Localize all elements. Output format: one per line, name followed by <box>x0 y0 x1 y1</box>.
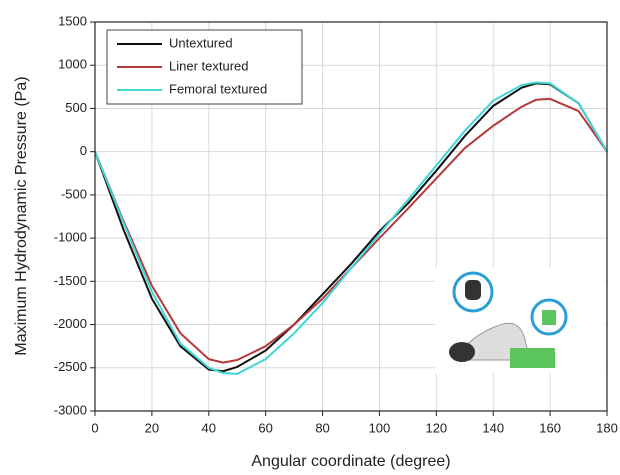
inset-illustration <box>435 268 605 373</box>
x-tick-label: 20 <box>145 420 159 435</box>
x-tick-label: 0 <box>91 420 98 435</box>
x-tick-label: 40 <box>202 420 216 435</box>
legend-label: Femoral textured <box>169 81 267 96</box>
y-tick-label: -1000 <box>54 230 87 245</box>
y-tick-label: 1000 <box>58 57 87 72</box>
plot-frame <box>94 21 608 412</box>
x-tick-label: 180 <box>596 420 618 435</box>
line-series <box>94 82 608 373</box>
y-tick-label: -500 <box>61 186 87 201</box>
inset-head <box>465 280 481 300</box>
y-tick-label: 1500 <box>58 13 87 28</box>
x-tick-label: 100 <box>369 420 391 435</box>
x-tick-label: 80 <box>315 420 329 435</box>
y-tick-label: -2000 <box>54 316 87 331</box>
y-tick-label: 500 <box>65 100 87 115</box>
x-tick-label: 60 <box>258 420 272 435</box>
legend-label: Untextured <box>169 35 233 50</box>
inset-mat <box>510 348 555 368</box>
line-series <box>94 81 608 375</box>
y-tick-label: -1500 <box>54 273 87 288</box>
x-tick-label: 160 <box>539 420 561 435</box>
x-tick-label: 120 <box>425 420 447 435</box>
inset-mat <box>542 310 556 325</box>
y-tick-label: 0 <box>80 143 87 158</box>
y-tick-label: -2500 <box>54 359 87 374</box>
x-tick-label: 140 <box>482 420 504 435</box>
x-axis-title: Angular coordinate (degree) <box>251 453 450 470</box>
inset-head <box>449 342 475 362</box>
legend-label: Liner textured <box>169 58 249 73</box>
y-axis-title: Maximum Hydrodynamic Pressure (Pa) <box>13 76 30 355</box>
y-tick-label: -3000 <box>54 402 87 417</box>
